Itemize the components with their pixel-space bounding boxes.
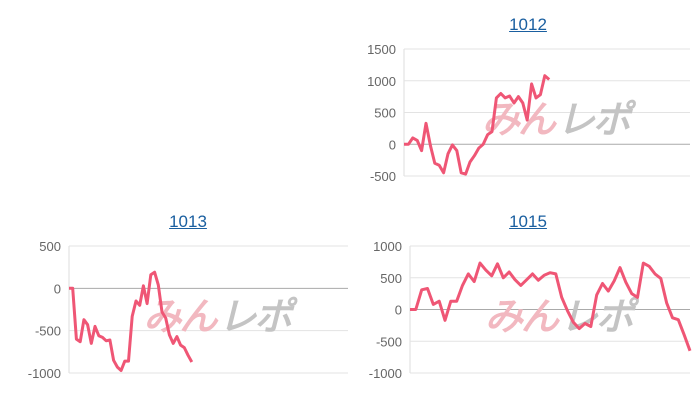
y-tick-label: 1500 (367, 42, 396, 57)
y-tick-label: -1000 (369, 366, 402, 381)
watermark-logo: レポ (560, 297, 640, 339)
watermark-logo: みん (485, 297, 560, 339)
y-tick-label: 0 (395, 303, 402, 318)
watermark-logo: みん (143, 297, 218, 339)
y-tick-label: -500 (370, 169, 396, 184)
series-line (404, 74, 551, 176)
chart-1012: 1012 1500 1000 500 0 -500 みん レポ (367, 15, 690, 184)
y-tick-label: 500 (380, 271, 402, 286)
y-tick-label: 1000 (367, 74, 396, 89)
y-tick-label: -500 (35, 324, 61, 339)
series-line (69, 270, 194, 372)
y-tick-label: 0 (389, 137, 396, 152)
watermark-logo: レポ (219, 297, 299, 339)
chart-title-link[interactable]: 1013 (169, 212, 207, 231)
y-tick-label: -500 (376, 334, 402, 349)
watermark-logo: レポ (557, 100, 637, 142)
y-tick-label: 1000 (373, 239, 402, 254)
y-tick-label: -1000 (28, 366, 61, 381)
y-tick-label: 500 (374, 106, 396, 121)
series-line (410, 261, 692, 352)
y-tick-label: 0 (54, 281, 61, 296)
y-tick-label: 500 (39, 239, 61, 254)
chart-title-link[interactable]: 1015 (509, 212, 547, 231)
chart-title-link[interactable]: 1012 (509, 15, 547, 34)
